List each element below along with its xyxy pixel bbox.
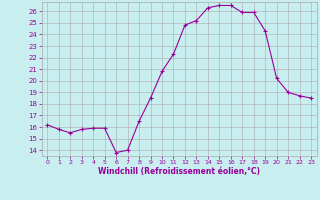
X-axis label: Windchill (Refroidissement éolien,°C): Windchill (Refroidissement éolien,°C): [98, 167, 260, 176]
